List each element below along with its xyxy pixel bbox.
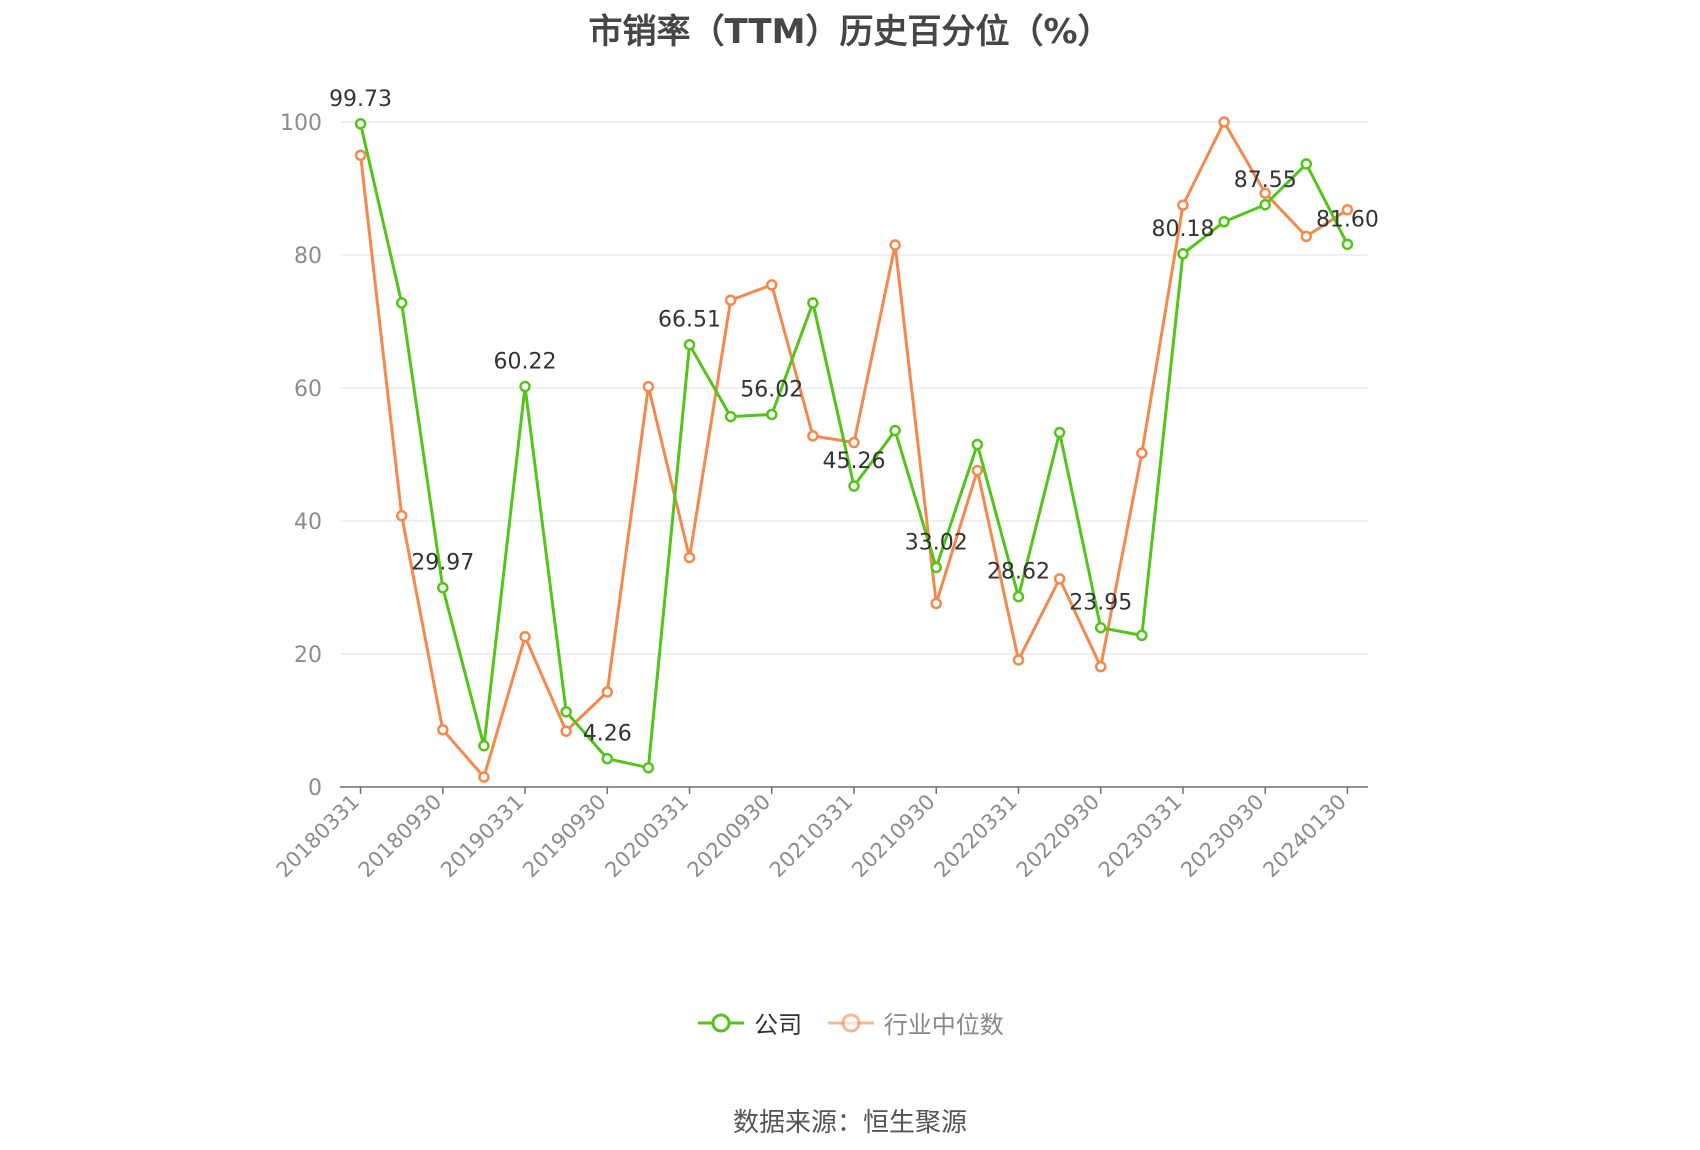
data-point (766, 279, 778, 291)
data-label: 56.02 (740, 377, 803, 402)
line-chart: 0 20 40 60 80 100 2018033120180930201903312019… (272, 87, 1379, 883)
data-label: 66.51 (658, 308, 721, 333)
data-labels: 99.73 29.97 60.22 4.26 66.51 56.02 45.26 33.02 2… (329, 87, 1379, 747)
data-point (683, 338, 696, 351)
data-point (1012, 654, 1025, 666)
legend-label-company: 公司 (754, 1011, 803, 1039)
data-point (807, 297, 819, 309)
y-tick-label: 80 (294, 244, 322, 269)
data-point (395, 509, 408, 522)
data-point (642, 761, 655, 774)
data-point (519, 630, 531, 643)
data-source: 数据来源：恒生聚源 (732, 1108, 967, 1138)
data-point (930, 561, 942, 574)
data-point (1341, 238, 1354, 251)
x-tick-label: 20180930 (354, 790, 447, 883)
y-tick-label: 0 (308, 776, 322, 801)
data-point (519, 380, 531, 393)
data-point (724, 294, 737, 306)
data-point (1177, 199, 1189, 211)
x-tick-label: 20210930 (847, 790, 940, 883)
x-tick-label: 20220930 (1012, 790, 1105, 883)
legend-item-company[interactable]: 公司 (696, 1005, 802, 1040)
x-tick-label: 20200331 (601, 790, 694, 883)
data-label: 99.73 (329, 87, 392, 112)
data-point (1094, 660, 1107, 673)
data-label: 28.62 (987, 560, 1050, 585)
data-label: 23.95 (1069, 591, 1132, 616)
data-point (724, 410, 737, 423)
grid-lines (340, 121, 1368, 655)
data-point (889, 424, 901, 437)
data-point (1136, 447, 1148, 459)
data-point (478, 740, 490, 752)
data-point (1136, 629, 1148, 642)
data-point (560, 706, 572, 718)
legend-item-industry-median[interactable]: 行业中位数 (826, 1005, 1004, 1040)
data-point (395, 297, 408, 309)
data-point (930, 597, 942, 610)
data-point (971, 464, 984, 477)
data-point (1300, 158, 1313, 170)
data-point (437, 724, 449, 736)
x-tick-label: 20200930 (683, 790, 776, 883)
legend-industry-marker-icon (827, 1013, 874, 1032)
data-point (683, 551, 696, 564)
y-tick-label: 40 (294, 510, 322, 535)
data-label: 60.22 (494, 350, 557, 375)
x-tick-label: 20230930 (1176, 790, 1269, 883)
data-point (1218, 216, 1230, 228)
legend: 公司 行业中位数 (0, 1005, 1700, 1041)
data-point (601, 686, 614, 698)
data-label: 4.26 (583, 722, 632, 747)
data-point (354, 149, 367, 161)
x-tick-label: 20230331 (1094, 790, 1187, 883)
data-point (889, 239, 901, 251)
data-label: 87.55 (1234, 168, 1297, 193)
data-point (642, 380, 655, 393)
data-point (807, 430, 819, 442)
data-point (848, 436, 860, 449)
x-tick-label: 20190930 (518, 790, 611, 883)
x-tick-label: 20240130 (1258, 790, 1351, 883)
data-label: 33.02 (905, 530, 968, 555)
y-tick-label: 100 (280, 111, 322, 136)
data-point (478, 771, 490, 783)
data-label: 29.97 (411, 551, 474, 576)
data-point (354, 118, 367, 130)
data-point (1341, 204, 1354, 216)
data-point (971, 438, 984, 451)
data-point (1177, 248, 1189, 260)
data-point (1053, 426, 1066, 439)
data-label: 81.60 (1316, 207, 1379, 232)
series-layer (354, 116, 1354, 783)
data-point (560, 725, 572, 737)
legend-company-marker-icon (698, 1013, 745, 1032)
data-label: 45.26 (823, 449, 886, 474)
x-tick-label: 20220331 (929, 790, 1022, 883)
data-point (437, 581, 449, 594)
x-tick-label: 20180331 (272, 790, 365, 883)
x-tick-label: 20190331 (436, 790, 529, 883)
data-point (1300, 230, 1313, 243)
data-point (1012, 590, 1025, 603)
data-point (1259, 199, 1271, 211)
data-point (766, 408, 778, 421)
data-point (1053, 573, 1066, 585)
data-point (1094, 621, 1107, 634)
y-tick-label: 60 (294, 377, 322, 402)
legend-label-industry-median: 行业中位数 (883, 1011, 1004, 1039)
x-tick-label: 20210331 (765, 790, 858, 883)
data-point (1259, 187, 1271, 199)
data-point (601, 752, 614, 765)
data-label: 80.18 (1151, 217, 1214, 242)
chart-title: 市销率（TTM）历史百分位（%） (588, 12, 1112, 52)
data-point (848, 480, 860, 492)
y-tick-label: 20 (294, 643, 322, 668)
data-point (1218, 116, 1230, 128)
